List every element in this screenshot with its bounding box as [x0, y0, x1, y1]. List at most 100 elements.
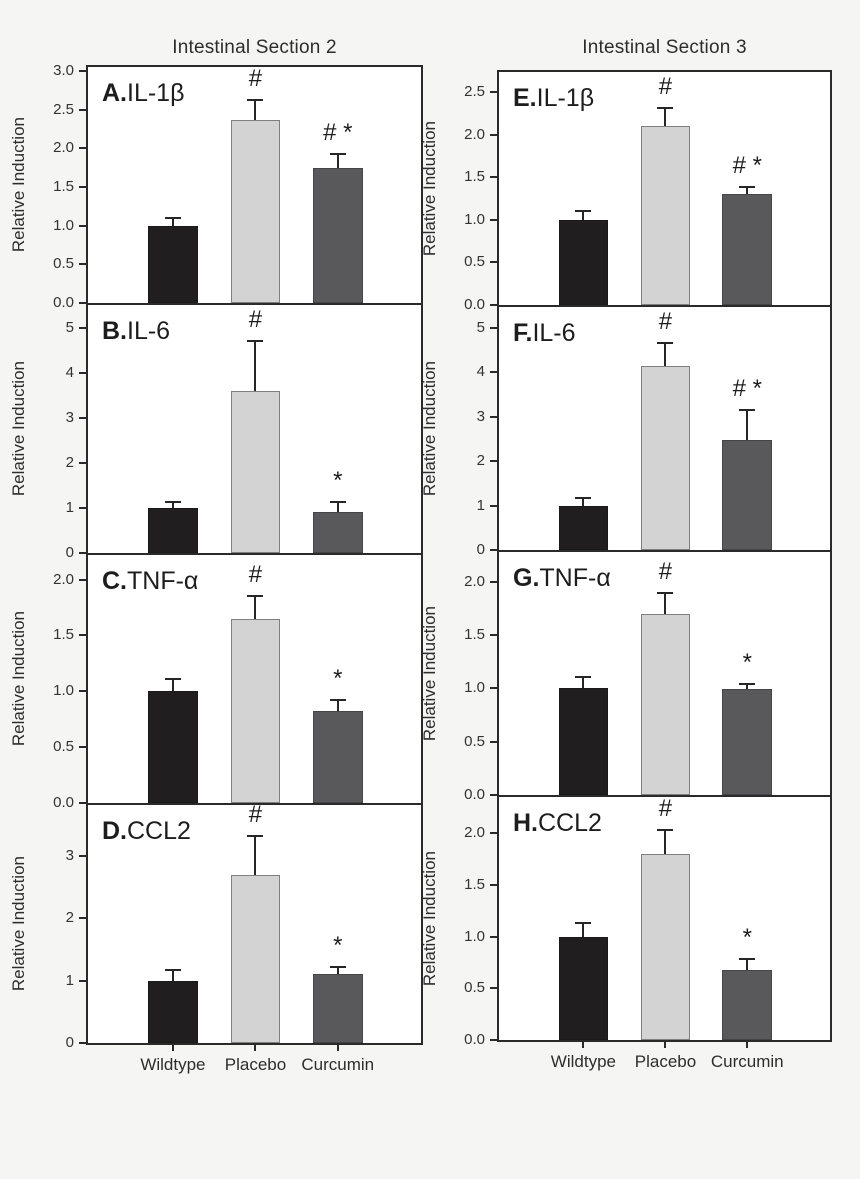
- y-tick-label: 2.0: [464, 125, 485, 143]
- x-axis-label-curcumin: Curcumin: [710, 1052, 784, 1071]
- bar-placebo: [640, 614, 691, 795]
- y-axis-title: Relative Induction: [8, 303, 30, 555]
- y-tick-label: 0.5: [53, 255, 74, 273]
- y-tick-mark: [79, 506, 86, 509]
- error-bar-curcumin: [336, 966, 339, 975]
- bar-curcumin: [312, 512, 363, 553]
- panel-letter: G.: [513, 564, 540, 592]
- bar-wildtype: [558, 506, 609, 550]
- significance-annotation: #: [248, 65, 263, 93]
- significance-annotation: #: [248, 800, 263, 828]
- gene-name: IL-1β: [127, 79, 185, 107]
- y-tick-label: 2.0: [53, 570, 74, 588]
- y-tick-mark: [79, 1042, 86, 1044]
- panel-letter: D.: [102, 817, 127, 845]
- y-tick-mark: [490, 794, 497, 796]
- y-tick-mark: [79, 634, 86, 637]
- bar-curcumin: [722, 194, 773, 305]
- significance-annotation: *: [333, 665, 343, 693]
- y-axis-title-text: Relative Induction: [420, 360, 439, 497]
- bar-curcumin: [722, 689, 773, 795]
- y-tick-label: 0.0: [464, 1031, 485, 1048]
- x-axis-label-placebo: Placebo: [224, 1055, 287, 1074]
- y-tick-label: 0: [65, 1034, 74, 1051]
- panel-G-label: G.TNF-α: [513, 564, 611, 593]
- x-axis-label-curcumin: Curcumin: [301, 1055, 375, 1074]
- gene-name: IL-6: [127, 317, 171, 345]
- bar-placebo: [230, 120, 281, 303]
- y-tick-mark: [79, 855, 86, 858]
- significance-annotation: #: [658, 72, 673, 100]
- significance-annotation: *: [333, 931, 343, 959]
- y-tick-mark: [79, 302, 86, 304]
- x-tick-mark: [254, 1045, 257, 1051]
- y-tick-label: 0.0: [53, 294, 74, 311]
- y-axis-title: Relative Induction: [419, 795, 441, 1042]
- y-tick-mark: [79, 185, 86, 188]
- error-bar-cap: [657, 829, 674, 832]
- y-tick-label: 1: [65, 971, 74, 989]
- error-bar-curcumin: [336, 154, 339, 169]
- error-bar-curcumin: [746, 684, 749, 690]
- error-bar-curcumin: [746, 186, 749, 195]
- error-bar-placebo: [254, 341, 257, 391]
- error-bar-cap: [739, 409, 756, 412]
- error-bar-cap: [739, 185, 756, 188]
- y-tick-label: 1.5: [464, 875, 485, 893]
- error-bar-wildtype: [582, 676, 585, 689]
- x-tick-mark: [746, 1042, 749, 1048]
- y-tick-label: 0.0: [464, 296, 485, 313]
- panel-A-plot: A.IL-1β # # *: [86, 65, 423, 305]
- x-tick-mark: [171, 1045, 174, 1051]
- error-bar-wildtype: [171, 217, 174, 226]
- error-bar-placebo: [254, 835, 257, 875]
- y-tick-mark: [490, 91, 497, 94]
- bar-placebo: [230, 875, 281, 1043]
- y-tick-label: 0.5: [464, 253, 485, 271]
- error-bar-wildtype: [582, 211, 585, 220]
- y-tick-mark: [79, 69, 86, 72]
- significance-annotation: *: [742, 649, 752, 677]
- panel-letter: E.: [513, 84, 537, 112]
- error-bar-cap: [575, 496, 592, 499]
- gene-name: IL-6: [532, 319, 576, 347]
- panel-E-label: E.IL-1β: [513, 84, 594, 113]
- y-tick-mark: [490, 176, 497, 179]
- error-bar-cap: [247, 595, 264, 598]
- significance-annotation: #: [248, 561, 263, 589]
- bar-wildtype: [558, 220, 609, 305]
- y-tick-label: 2.0: [464, 572, 485, 590]
- y-tick-mark: [79, 108, 86, 111]
- y-tick-mark: [490, 504, 497, 507]
- y-tick-mark: [490, 687, 497, 690]
- y-axis-title: Relative Induction: [419, 70, 441, 307]
- significance-annotation: # *: [732, 151, 762, 179]
- bar-placebo: [640, 854, 691, 1040]
- y-axis-title-text: Relative Induction: [9, 611, 28, 747]
- y-tick-label: 2.0: [464, 824, 485, 842]
- y-tick-label: 5: [476, 318, 485, 336]
- y-tick-mark: [490, 460, 497, 463]
- y-tick-mark: [490, 935, 497, 938]
- significance-annotation: #: [658, 795, 673, 823]
- y-tick-label: 2.0: [53, 139, 74, 157]
- y-tick-label: 1.5: [53, 626, 74, 644]
- y-tick-mark: [490, 133, 497, 136]
- significance-annotation: #: [248, 306, 263, 334]
- bar-curcumin: [312, 168, 363, 303]
- bar-wildtype: [147, 508, 198, 553]
- y-tick-mark: [490, 580, 497, 583]
- error-bar-placebo: [664, 592, 667, 614]
- y-tick-label: 3.0: [53, 61, 74, 79]
- y-tick-mark: [79, 979, 86, 982]
- bar-curcumin: [312, 711, 363, 803]
- y-tick-mark: [490, 415, 497, 418]
- panel-B-label: B.IL-6: [102, 317, 170, 346]
- error-bar-placebo: [664, 343, 667, 366]
- gene-name: IL-1β: [536, 84, 595, 112]
- bar-placebo: [230, 619, 281, 803]
- y-tick-mark: [79, 326, 86, 329]
- error-bar-cap: [657, 106, 674, 109]
- y-tick-label: 5: [65, 318, 74, 336]
